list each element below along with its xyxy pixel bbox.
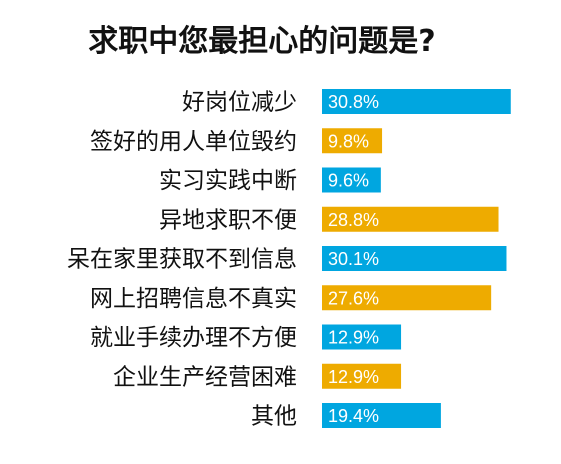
- category-label-6: 网上招聘信息不真实: [90, 286, 297, 312]
- category-label-1: 好岗位减少: [182, 90, 297, 116]
- data-label-4: 28.8%: [328, 210, 379, 230]
- category-label-3: 实习实践中断: [159, 168, 297, 194]
- category-label-5: 呆在家里获取不到信息: [67, 247, 297, 273]
- bar-4: [322, 206, 499, 232]
- data-label-2: 9.8%: [328, 131, 369, 151]
- chart-title: 求职中您最担心的问题是?: [88, 24, 435, 59]
- data-label-3: 9.6%: [328, 171, 369, 191]
- data-label-1: 30.8%: [328, 92, 379, 112]
- data-label-5: 30.1%: [328, 249, 379, 269]
- bar-8: [322, 363, 402, 389]
- bar-7: [322, 324, 402, 350]
- data-label-7: 12.9%: [328, 328, 379, 348]
- data-label-8: 12.9%: [328, 367, 379, 387]
- bar-9: [322, 403, 441, 428]
- category-label-7: 就业手续办理不方便: [90, 325, 297, 351]
- data-label-6: 27.6%: [328, 288, 379, 308]
- category-label-4: 异地求职不便: [159, 207, 297, 233]
- bar-5: [322, 246, 507, 271]
- bar-3: [322, 167, 381, 193]
- bar-2: [322, 128, 383, 154]
- category-label-8: 企业生产经营困难: [113, 364, 297, 390]
- bar-6: [322, 285, 492, 311]
- data-label-9: 19.4%: [328, 406, 379, 426]
- category-label-2: 签好的用人单位毁约: [90, 129, 297, 155]
- category-label-9: 其他: [251, 404, 297, 430]
- bar-1: [322, 89, 511, 114]
- bars-group: 好岗位减少 30.8% 签好的用人单位毁约 9.8% 实习实践中断 9.6% 异地求职不便 2…: [67, 89, 511, 430]
